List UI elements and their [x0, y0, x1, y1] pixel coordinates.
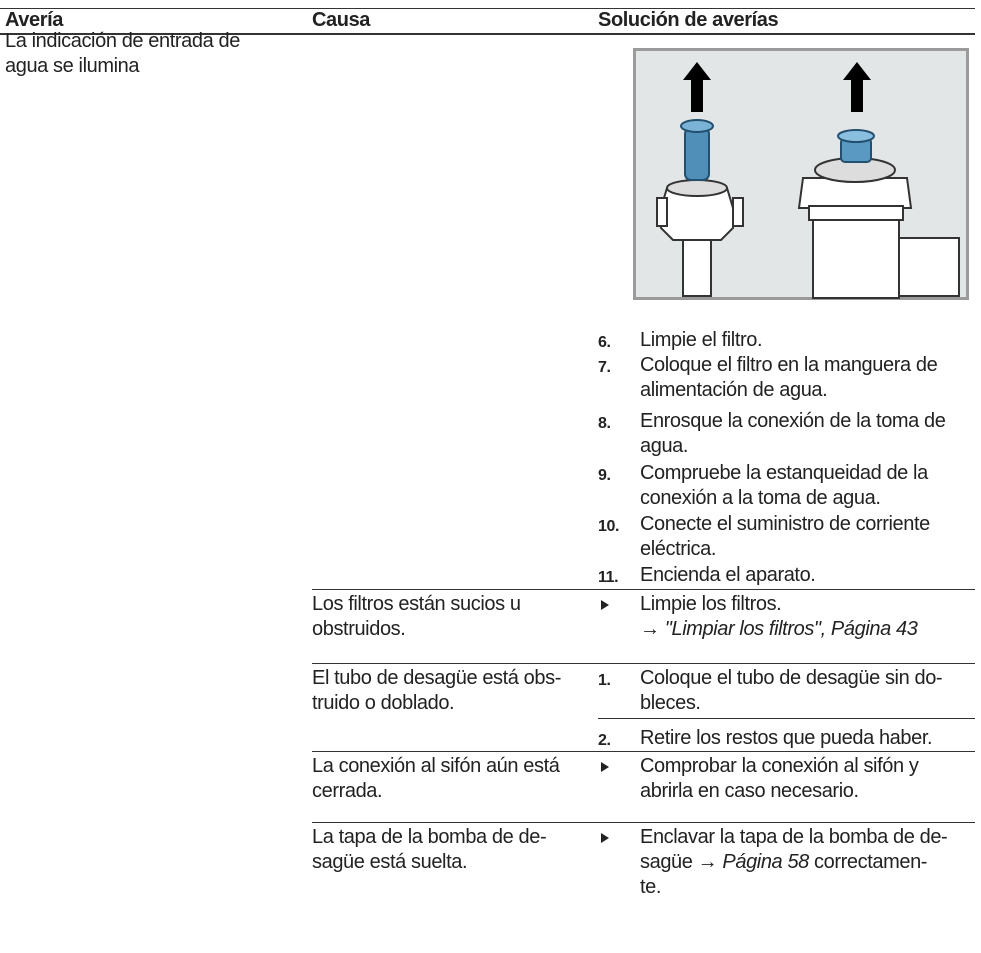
text: correctamen- — [808, 851, 928, 873]
step-number: 8. — [598, 415, 611, 432]
arrow: → — [640, 618, 660, 640]
rule — [312, 589, 975, 590]
step-number: 2. — [598, 732, 611, 749]
page-reference: Página 58 — [722, 851, 809, 873]
step-text: Coloque el filtro en la manguera de — [640, 354, 938, 376]
rule — [598, 718, 975, 719]
rule — [0, 33, 975, 35]
filter-illustration — [633, 48, 969, 300]
bullet-marker — [601, 600, 609, 610]
cause-text: Los filtros están sucios u — [312, 593, 521, 615]
step-text: agua. — [640, 435, 689, 457]
reference-link: "Limpiar los filtros", Página 43 — [664, 618, 918, 640]
step-number: 6. — [598, 334, 611, 351]
step-text: Retire los restos que pueda haber. — [640, 727, 933, 749]
fault-text: agua se ilumina — [5, 55, 140, 77]
bullet-text: Comprobar la conexión al sifón y — [640, 755, 919, 777]
cause-text: obstruidos. — [312, 618, 406, 640]
step-text: alimentación de agua. — [640, 379, 828, 401]
step-text: Enrosque la conexión de la toma de — [640, 410, 946, 432]
bullet-marker — [601, 833, 609, 843]
column-header: Avería — [5, 9, 64, 31]
cause-text: La conexión al sifón aún está — [312, 755, 560, 777]
cause-text: La tapa de la bomba de de- — [312, 826, 547, 848]
step-text: Encienda el aparato. — [640, 564, 816, 586]
step-text: Coloque el tubo de desagüe sin do- — [640, 667, 943, 689]
column-header: Solución de averías — [598, 9, 779, 31]
text: sagüe → — [640, 851, 723, 873]
step-text: conexión a la toma de agua. — [640, 487, 881, 509]
cause-text: sagüe está suelta. — [312, 851, 468, 873]
bullet-text: te. — [640, 876, 662, 898]
bullet-text: abrirla en caso necesario. — [640, 780, 859, 802]
fault-text: La indicación de entrada de — [5, 30, 240, 52]
step-text: Compruebe la estanqueidad de la — [640, 462, 928, 484]
step-text: Conecte el suministro de corriente — [640, 513, 930, 535]
bullet-text: Enclavar la tapa de la bomba de de- — [640, 826, 948, 848]
step-text: Limpie el filtro. — [640, 329, 763, 351]
bullet-text: sagüe → Página 58 correctamen- — [640, 850, 927, 875]
cause-text: cerrada. — [312, 780, 383, 802]
step-text: bleces. — [640, 692, 701, 714]
step-text: eléctrica. — [640, 538, 717, 560]
bullet-text: Limpie los filtros. — [640, 593, 782, 615]
step-number: 11. — [598, 569, 619, 586]
rule — [312, 663, 975, 664]
rule — [312, 822, 975, 823]
bullet-marker — [601, 762, 609, 772]
step-number: 1. — [598, 672, 611, 689]
reference: → "Limpiar los filtros", Página 43 — [640, 617, 918, 642]
cause-text: El tubo de desagüe está obs- — [312, 667, 561, 689]
step-number: 7. — [598, 359, 611, 376]
cause-text: truido o doblado. — [312, 692, 455, 714]
rule — [312, 751, 975, 752]
column-header: Causa — [312, 9, 371, 31]
step-number: 9. — [598, 467, 611, 484]
rule — [0, 8, 975, 9]
step-number: 10. — [598, 518, 620, 535]
